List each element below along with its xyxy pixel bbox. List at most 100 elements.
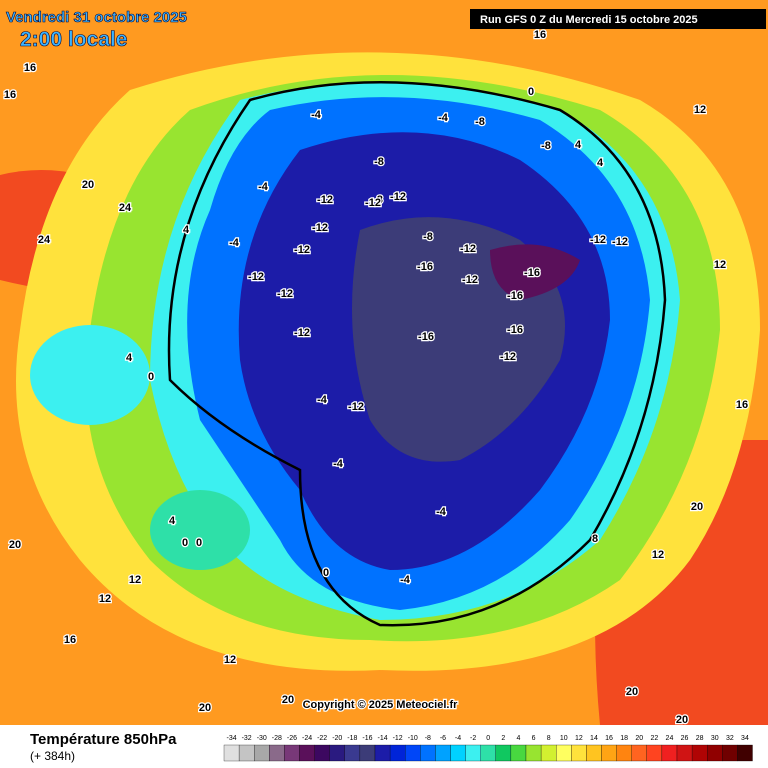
contour-label: 4 bbox=[169, 515, 176, 527]
contour-label: -12 bbox=[312, 222, 328, 234]
contour-label: -4 bbox=[438, 112, 449, 124]
contour-label: 0 bbox=[528, 86, 534, 98]
scale-label: 32 bbox=[726, 735, 734, 742]
contour-label: -8 bbox=[475, 116, 485, 128]
scale-swatch bbox=[601, 744, 617, 762]
scale-label: 24 bbox=[666, 735, 674, 742]
scale-swatch bbox=[646, 744, 663, 762]
contour-label: 20 bbox=[676, 714, 688, 726]
contour-label: 20 bbox=[691, 501, 703, 513]
contour-label: 4 bbox=[575, 139, 582, 151]
scale-swatch bbox=[329, 744, 345, 762]
contour-label: 20 bbox=[282, 694, 294, 706]
contour-label: -12 bbox=[500, 351, 516, 363]
contour-label: -8 bbox=[374, 156, 384, 168]
contour-label: 4 bbox=[597, 157, 604, 169]
contour-label: 24 bbox=[38, 234, 51, 246]
scale-label: -8 bbox=[425, 735, 431, 742]
scale-swatch bbox=[737, 744, 753, 762]
scale-label: -34 bbox=[226, 735, 236, 742]
contour-label: 20 bbox=[9, 539, 21, 551]
scale-swatch bbox=[405, 744, 421, 762]
scale-swatch bbox=[374, 744, 391, 762]
scale-swatch bbox=[707, 744, 723, 762]
contour-label: -4 bbox=[258, 181, 269, 193]
contour-label: 12 bbox=[224, 654, 236, 666]
contour-label: -16 bbox=[507, 324, 523, 336]
contour-label: -12 bbox=[462, 274, 478, 286]
contour-label: 12 bbox=[129, 574, 141, 586]
contour-label: -4 bbox=[311, 109, 322, 121]
run-info: Run GFS 0 Z du Mercredi 15 octobre 2025 bbox=[480, 14, 698, 26]
scale-label: 10 bbox=[560, 735, 568, 742]
contour-label: -12 bbox=[277, 288, 293, 300]
contour-label: 20 bbox=[626, 686, 638, 698]
scale-label: 0 bbox=[486, 735, 490, 742]
contour-label: -12 bbox=[317, 194, 333, 206]
scale-label: -20 bbox=[332, 735, 342, 742]
scale-label: -18 bbox=[347, 735, 357, 742]
contour-label: 16 bbox=[24, 62, 36, 74]
scale-label: -10 bbox=[408, 735, 418, 742]
field-name: Température 850hPa bbox=[30, 731, 177, 748]
scale-swatch bbox=[344, 744, 361, 762]
scale-swatch bbox=[284, 744, 300, 762]
copyright: Copyright © 2025 Meteociel.fr bbox=[303, 699, 459, 711]
scale-swatch bbox=[389, 744, 406, 762]
scale-swatch bbox=[420, 744, 436, 762]
scale-swatch bbox=[510, 744, 527, 762]
scale-label: -4 bbox=[455, 735, 461, 742]
contour-label: 0 bbox=[182, 537, 188, 549]
contour-label: -12 bbox=[590, 234, 606, 246]
scale-swatch bbox=[450, 744, 466, 762]
contour-label: -4 bbox=[317, 394, 328, 406]
scale-label: 28 bbox=[696, 735, 704, 742]
contour-label: 16 bbox=[736, 399, 748, 411]
scale-swatch bbox=[676, 744, 693, 762]
contour-label: -12 bbox=[294, 327, 310, 339]
scale-swatch bbox=[495, 744, 512, 762]
scale-swatch bbox=[359, 744, 376, 762]
contour-label: 0 bbox=[323, 567, 329, 579]
contour-label: 12 bbox=[714, 259, 726, 271]
scale-swatch bbox=[525, 744, 542, 762]
scale-swatch bbox=[314, 744, 330, 762]
temperature-band bbox=[30, 325, 150, 425]
scale-label: -22 bbox=[317, 735, 327, 742]
scale-label: 8 bbox=[547, 735, 551, 742]
contour-label: -12 bbox=[612, 236, 628, 248]
scale-swatch bbox=[691, 744, 708, 762]
contour-label: -4 bbox=[229, 237, 240, 249]
contour-label: -12 bbox=[348, 401, 364, 413]
contour-label: -12 bbox=[294, 244, 310, 256]
scale-label: 14 bbox=[590, 735, 598, 742]
contour-label: -4 bbox=[333, 458, 344, 470]
scale-swatch bbox=[223, 744, 240, 762]
color-scale: -34 -32 -30 -28 -26 -24 -22 -20 -18 -16 -14 -12 -10-… bbox=[223, 735, 753, 762]
contour-label: 12 bbox=[99, 593, 111, 605]
contour-label: 16 bbox=[64, 634, 76, 646]
contour-label: 16 bbox=[4, 89, 16, 101]
scale-label: -30 bbox=[257, 735, 267, 742]
scale-swatch bbox=[540, 744, 557, 762]
lead-time: (+ 384h) bbox=[30, 749, 75, 763]
contour-label: -4 bbox=[400, 574, 411, 586]
contour-label: 0 bbox=[148, 371, 154, 383]
scale-label: 12 bbox=[575, 735, 583, 742]
scale-label: 22 bbox=[650, 735, 658, 742]
scale-label: 20 bbox=[635, 735, 643, 742]
contour-label: -4 bbox=[436, 506, 447, 518]
isotherm-line bbox=[167, 80, 667, 627]
contour-label: -12 bbox=[390, 191, 406, 203]
scale-label: -12 bbox=[393, 735, 403, 742]
contour-label: -12 bbox=[248, 271, 264, 283]
contour-label: -8 bbox=[373, 194, 383, 206]
scale-swatch bbox=[238, 744, 255, 762]
scale-label: 34 bbox=[741, 735, 749, 742]
contour-label: 12 bbox=[652, 549, 664, 561]
temperature-band bbox=[490, 244, 580, 300]
scale-swatch bbox=[269, 744, 285, 762]
scale-swatch bbox=[556, 744, 572, 762]
scale-swatch bbox=[465, 744, 481, 762]
